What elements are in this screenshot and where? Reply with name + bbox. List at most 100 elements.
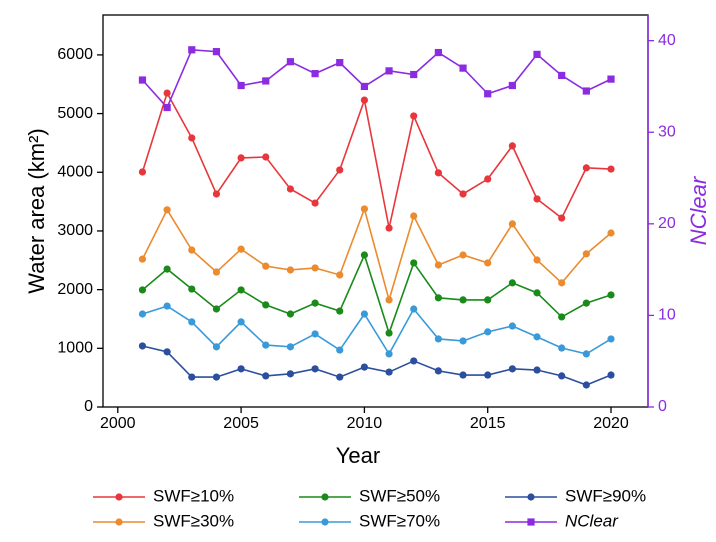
marker [533, 195, 541, 203]
x-tick-label: 2020 [593, 415, 629, 432]
marker [508, 142, 516, 150]
marker [360, 251, 369, 259]
legend-label: NClear [565, 511, 619, 530]
series-line [141, 91, 612, 229]
legend-marker [527, 518, 535, 526]
marker [558, 344, 566, 352]
y2-tick-label: 10 [658, 307, 676, 324]
marker [582, 350, 590, 358]
y-tick-label: 1000 [57, 340, 93, 357]
series-line [142, 345, 612, 386]
marker [212, 48, 221, 56]
marker [434, 367, 442, 375]
marker [434, 169, 442, 177]
legend-marker [321, 518, 329, 526]
marker [311, 199, 319, 207]
series-line [141, 206, 612, 303]
marker [607, 229, 615, 237]
y-tick-label: 5000 [57, 105, 93, 122]
marker [311, 299, 319, 307]
marker [459, 296, 467, 304]
marker [508, 81, 516, 90]
legend-label: SWF≥50% [359, 486, 440, 505]
marker [311, 70, 319, 78]
marker [262, 77, 270, 85]
marker [558, 279, 566, 287]
marker [410, 259, 418, 267]
marker [607, 371, 615, 379]
marker [607, 291, 615, 299]
marker [138, 168, 147, 176]
x-axis-label: Year [336, 443, 380, 468]
marker [188, 134, 196, 142]
marker [212, 190, 221, 198]
y-tick-label: 2000 [57, 281, 93, 298]
marker [237, 365, 245, 373]
marker [360, 310, 369, 318]
marker [484, 328, 492, 336]
marker [607, 75, 615, 83]
marker [138, 255, 147, 263]
marker [138, 342, 147, 350]
marker [385, 67, 393, 75]
marker [360, 363, 369, 371]
marker [138, 310, 147, 318]
marker [533, 256, 541, 264]
marker [212, 305, 221, 313]
marker [459, 251, 467, 259]
marker [286, 58, 295, 66]
y2-tick-label: 30 [658, 123, 676, 140]
legend-label: SWF≥70% [359, 511, 440, 530]
marker [484, 371, 492, 379]
marker [212, 373, 221, 381]
plot-frame [102, 14, 649, 408]
marker [533, 333, 541, 341]
marker [533, 289, 541, 297]
marker [434, 48, 442, 57]
marker [336, 307, 344, 315]
marker [533, 366, 541, 374]
legend-label: SWF≥30% [153, 511, 234, 530]
x-tick-label: 2005 [223, 415, 259, 432]
legend-marker [321, 493, 329, 501]
marker [286, 266, 295, 274]
marker [385, 224, 393, 232]
marker [360, 205, 369, 213]
marker [582, 87, 590, 95]
marker [385, 329, 393, 337]
series-line [141, 252, 612, 336]
marker [163, 103, 171, 112]
marker [138, 286, 147, 294]
marker [237, 318, 245, 326]
y-axis-label: Water area (km²) [24, 128, 49, 293]
marker [484, 296, 492, 304]
marker [484, 175, 492, 183]
marker [163, 265, 171, 273]
marker [163, 348, 171, 356]
marker [360, 96, 369, 104]
legend-marker [115, 493, 123, 501]
marker [459, 337, 467, 345]
marker [336, 59, 344, 67]
marker [138, 76, 147, 84]
marker [188, 46, 196, 54]
marker [607, 165, 615, 173]
marker [558, 313, 566, 321]
marker [237, 245, 245, 253]
marker [188, 318, 196, 326]
marker [262, 262, 270, 270]
marker [484, 90, 492, 98]
marker [311, 264, 319, 272]
marker [459, 371, 467, 379]
marker [410, 212, 418, 220]
marker [286, 185, 295, 193]
marker [484, 259, 492, 267]
y-tick-label: 6000 [57, 46, 93, 63]
marker [188, 246, 196, 254]
marker [434, 335, 442, 343]
legend-label: SWF≥10% [153, 486, 234, 505]
marker [582, 381, 590, 389]
marker [262, 341, 270, 349]
marker [336, 346, 344, 354]
